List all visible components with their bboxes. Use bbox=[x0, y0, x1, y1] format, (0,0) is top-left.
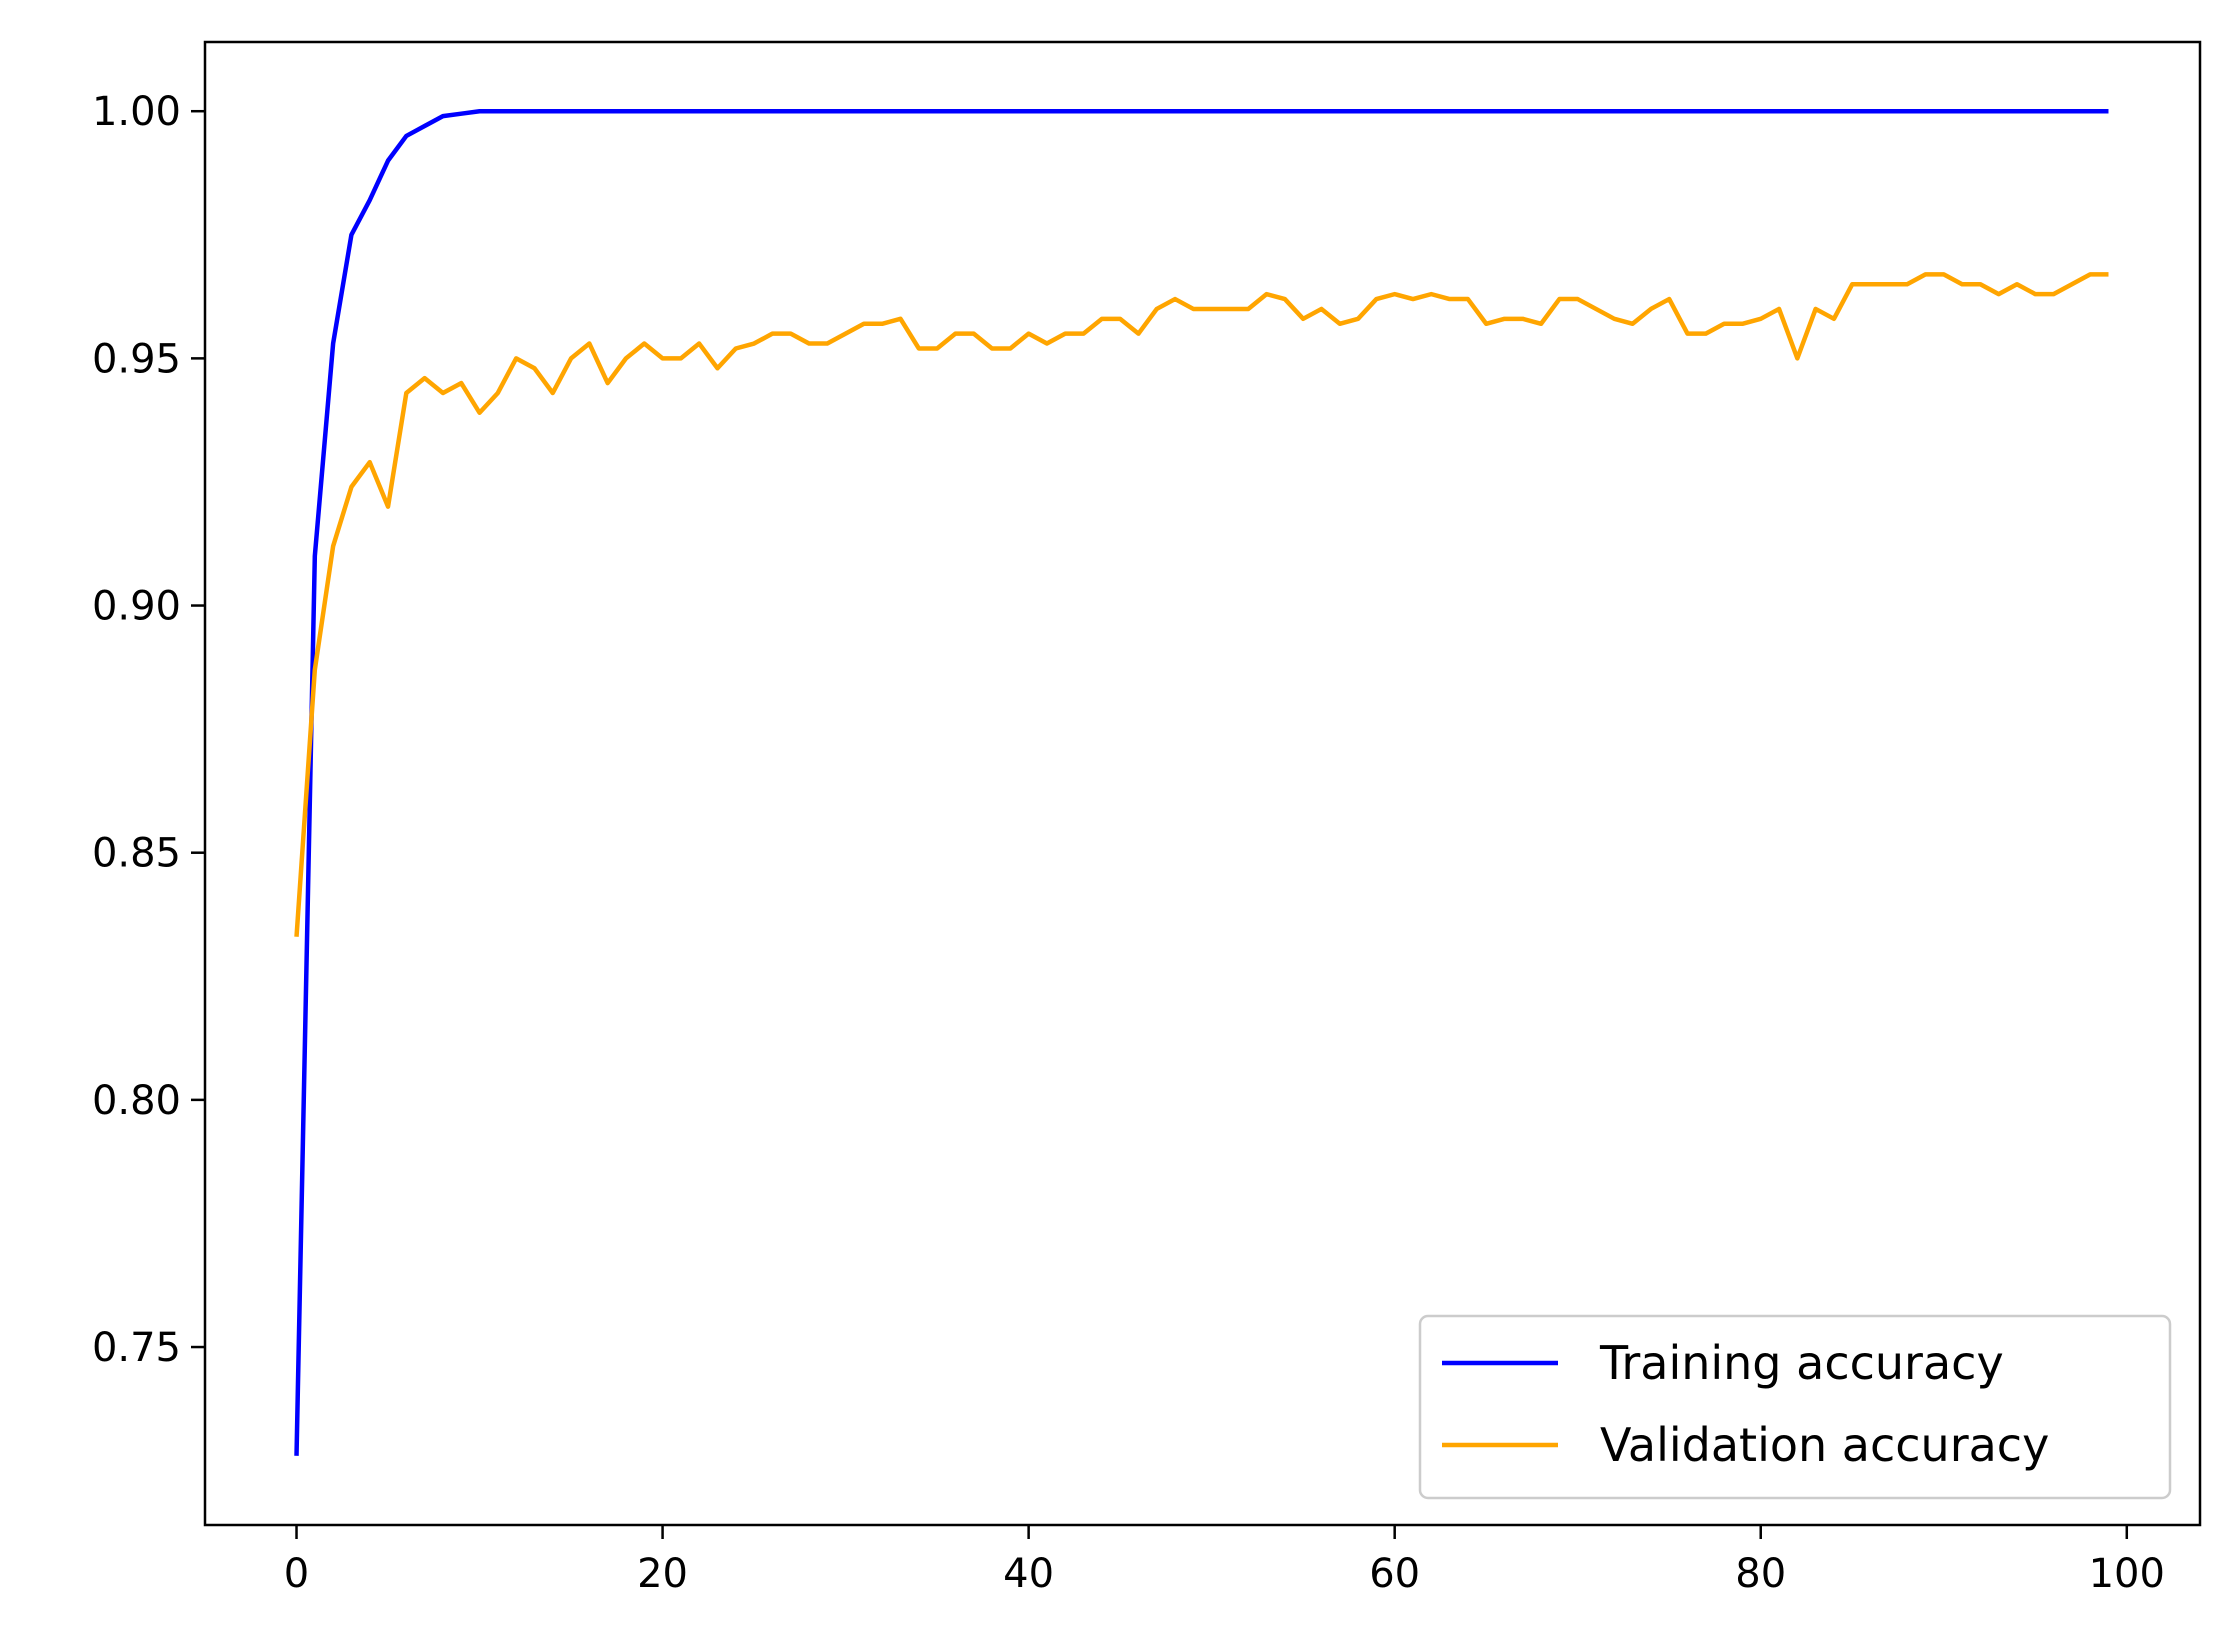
plot-frame bbox=[203, 40, 2202, 1527]
x-tick-label: 60 bbox=[1369, 1551, 1420, 1597]
y-tick-label: 0.80 bbox=[92, 1078, 181, 1124]
legend-label-validation-accuracy: Validation accuracy bbox=[1600, 1418, 2049, 1472]
y-tick-label: 0.85 bbox=[92, 831, 181, 877]
series-line-training-accuracy bbox=[294, 108, 2109, 1456]
legend-label-training-accuracy: Training accuracy bbox=[1599, 1336, 2004, 1390]
x-tick-label: 0 bbox=[284, 1551, 309, 1597]
plot-lines bbox=[294, 108, 2109, 1456]
y-tick-label: 0.90 bbox=[92, 584, 181, 630]
y-axis: 0.75 0.80 0.85 0.90 0.95 1.00 bbox=[92, 89, 205, 1371]
legend: Training accuracy Validation accuracy bbox=[1418, 1314, 2172, 1500]
series-line-validation-accuracy bbox=[294, 272, 2109, 937]
x-tick-label: 20 bbox=[637, 1551, 688, 1597]
x-tick-label: 40 bbox=[1003, 1551, 1054, 1597]
legend-box bbox=[1418, 1314, 2172, 1500]
x-axis: 0 20 40 60 80 100 bbox=[284, 1525, 2165, 1597]
x-tick-label: 100 bbox=[2089, 1551, 2165, 1597]
y-tick-label: 0.75 bbox=[92, 1325, 181, 1371]
y-tick-label: 1.00 bbox=[92, 89, 181, 135]
y-tick-label: 0.95 bbox=[92, 336, 181, 382]
x-tick-label: 80 bbox=[1735, 1551, 1786, 1597]
